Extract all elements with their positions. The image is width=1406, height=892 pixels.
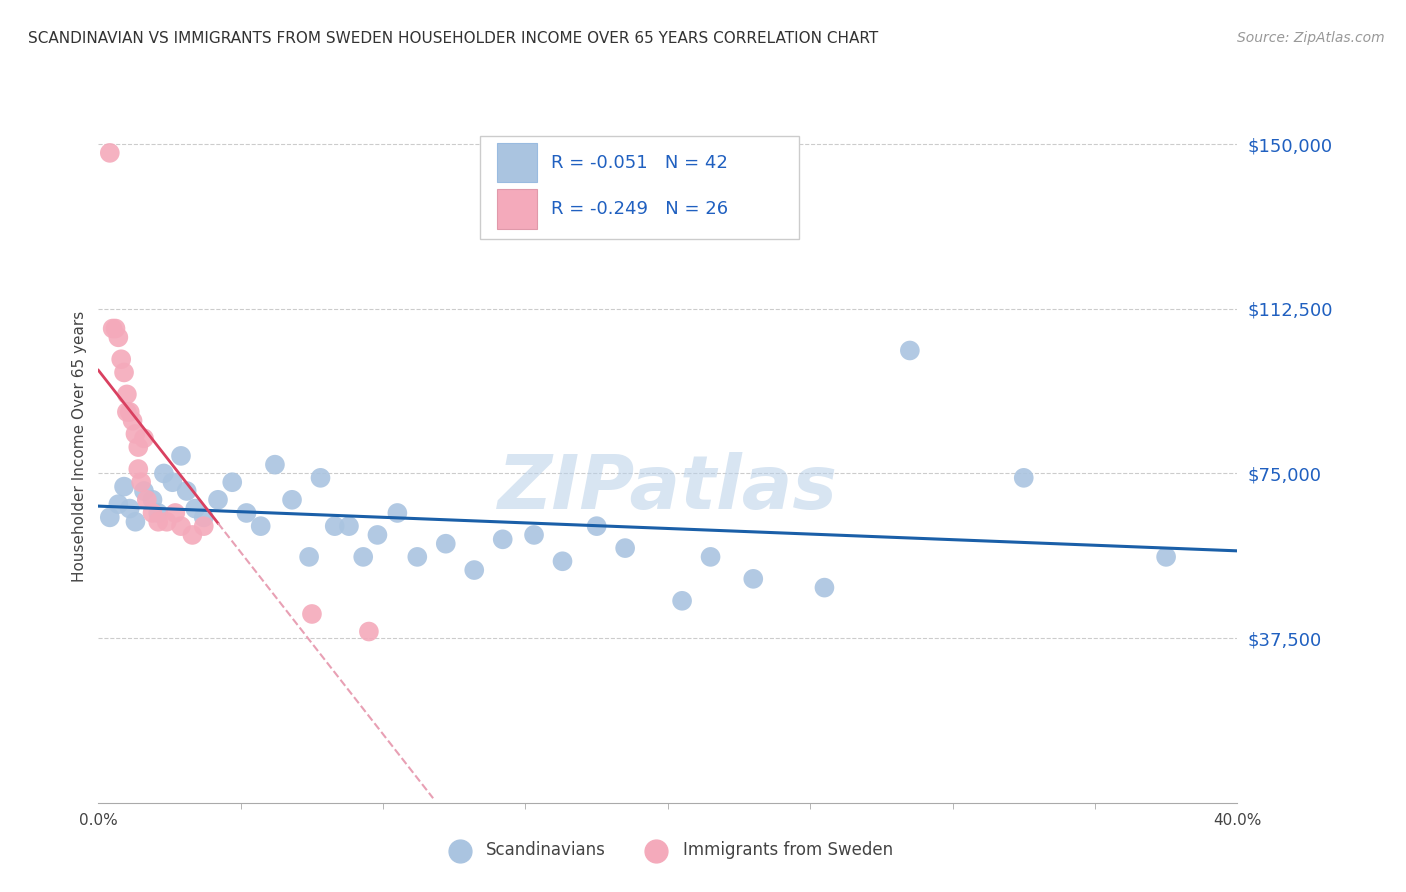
- Point: [387, 506, 409, 520]
- Point: [121, 414, 143, 428]
- Point: [742, 572, 765, 586]
- Point: [129, 475, 152, 490]
- Point: [107, 497, 129, 511]
- Point: [170, 519, 193, 533]
- Point: [463, 563, 485, 577]
- Point: [221, 475, 243, 490]
- Point: [98, 145, 121, 160]
- Point: [156, 515, 179, 529]
- Point: [357, 624, 380, 639]
- Point: [585, 519, 607, 533]
- Point: [148, 515, 170, 529]
- Text: R = -0.249   N = 26: R = -0.249 N = 26: [551, 200, 728, 218]
- Point: [337, 519, 360, 533]
- Point: [118, 501, 141, 516]
- FancyBboxPatch shape: [498, 189, 537, 228]
- Legend: Scandinavians, Immigrants from Sweden: Scandinavians, Immigrants from Sweden: [436, 835, 900, 866]
- Point: [352, 549, 374, 564]
- Point: [1012, 471, 1035, 485]
- Point: [298, 549, 321, 564]
- Y-axis label: Householder Income Over 65 years: Householder Income Over 65 years: [72, 310, 87, 582]
- Point: [98, 510, 121, 524]
- Point: [699, 549, 721, 564]
- FancyBboxPatch shape: [479, 136, 799, 239]
- Point: [898, 343, 921, 358]
- Point: [132, 431, 155, 445]
- Point: [193, 519, 215, 533]
- Text: Source: ZipAtlas.com: Source: ZipAtlas.com: [1237, 31, 1385, 45]
- Point: [112, 480, 135, 494]
- Point: [101, 321, 124, 335]
- Point: [124, 426, 146, 441]
- Point: [148, 506, 170, 520]
- Text: R = -0.051   N = 42: R = -0.051 N = 42: [551, 153, 727, 171]
- Point: [141, 492, 163, 507]
- Point: [127, 462, 149, 476]
- Point: [132, 483, 155, 498]
- Point: [523, 528, 546, 542]
- Point: [249, 519, 271, 533]
- Point: [124, 515, 146, 529]
- Point: [107, 330, 129, 344]
- Point: [118, 405, 141, 419]
- Point: [165, 506, 187, 520]
- Point: [1154, 549, 1177, 564]
- Point: [492, 533, 515, 547]
- Text: SCANDINAVIAN VS IMMIGRANTS FROM SWEDEN HOUSEHOLDER INCOME OVER 65 YEARS CORRELAT: SCANDINAVIAN VS IMMIGRANTS FROM SWEDEN H…: [28, 31, 879, 46]
- Point: [115, 387, 138, 401]
- FancyBboxPatch shape: [498, 143, 537, 182]
- Point: [127, 440, 149, 454]
- Point: [301, 607, 323, 621]
- Point: [184, 501, 207, 516]
- Point: [434, 537, 457, 551]
- Point: [170, 449, 193, 463]
- Point: [181, 528, 204, 542]
- Point: [193, 510, 215, 524]
- Point: [264, 458, 287, 472]
- Point: [207, 492, 229, 507]
- Point: [366, 528, 388, 542]
- Point: [614, 541, 637, 555]
- Point: [135, 492, 157, 507]
- Point: [309, 471, 332, 485]
- Point: [104, 321, 127, 335]
- Point: [406, 549, 429, 564]
- Point: [162, 475, 184, 490]
- Point: [176, 483, 198, 498]
- Point: [813, 581, 835, 595]
- Point: [110, 352, 132, 367]
- Point: [235, 506, 257, 520]
- Point: [112, 366, 135, 380]
- Point: [551, 554, 574, 568]
- Point: [141, 506, 163, 520]
- Point: [671, 594, 693, 608]
- Point: [281, 492, 304, 507]
- Point: [153, 467, 176, 481]
- Text: ZIPatlas: ZIPatlas: [498, 452, 838, 525]
- Point: [323, 519, 346, 533]
- Point: [115, 405, 138, 419]
